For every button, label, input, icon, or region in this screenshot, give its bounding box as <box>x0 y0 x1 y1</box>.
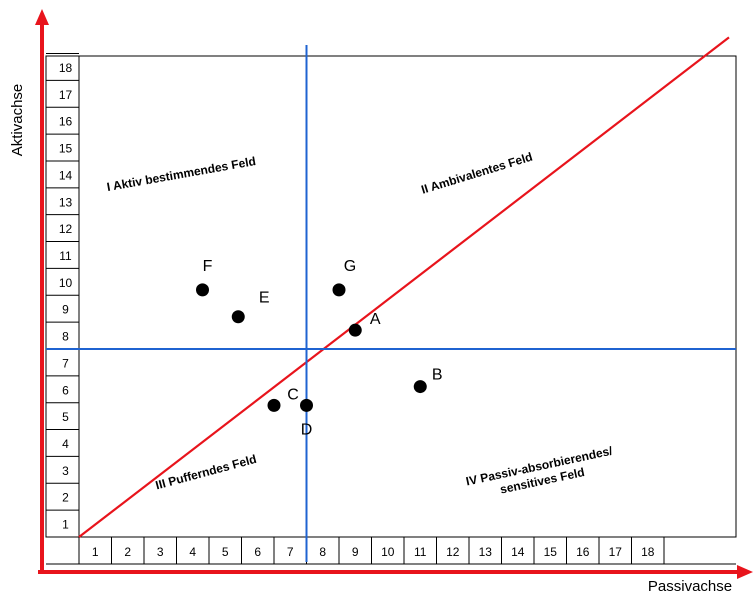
data-point-b <box>413 380 427 394</box>
data-point-a <box>348 323 362 337</box>
y-tick-label: 11 <box>59 249 72 263</box>
quadrant-labels: I Aktiv bestimmendes Feld II Ambivalentes… <box>106 150 618 504</box>
quadrant-label-i: I Aktiv bestimmendes Feld <box>106 154 257 194</box>
data-point-g <box>332 283 346 297</box>
data-point-d <box>300 398 313 412</box>
x-tick-label: 11 <box>414 545 427 559</box>
x-tick-label: 5 <box>222 545 229 559</box>
y-tick-label: 14 <box>59 168 73 182</box>
y-tick-label: 13 <box>59 195 73 209</box>
axes <box>35 9 753 579</box>
y-tick-label: 2 <box>62 491 69 505</box>
point-label-c: C <box>287 386 299 403</box>
x-tick-label: 18 <box>641 545 655 559</box>
x-axis-title: Passivachse <box>648 578 732 594</box>
x-tick-label: 4 <box>189 545 196 559</box>
y-axis-title: Aktivachse <box>9 84 26 157</box>
point-label-a: A <box>370 311 381 328</box>
y-tick-label: 16 <box>59 115 73 129</box>
quadrant-label-ii: II Ambivalentes Feld <box>420 150 535 197</box>
x-axis-arrow <box>737 565 753 579</box>
y-axis-arrow <box>35 9 49 25</box>
y-tick-label: 12 <box>59 222 73 236</box>
quadrant-label-iv: IV Passiv-absorbierendes/sensitives Feld <box>465 444 618 504</box>
data-point-e <box>231 310 245 324</box>
y-tick-label: 4 <box>62 437 69 451</box>
y-tick-label: 9 <box>62 303 69 317</box>
x-tick-label: 15 <box>544 545 558 559</box>
y-tick-label: 5 <box>62 410 69 424</box>
point-label-b: B <box>432 367 443 384</box>
y-tick-label: 6 <box>62 383 69 397</box>
point-label-f: F <box>203 258 213 275</box>
x-tick-label: 17 <box>609 545 623 559</box>
data-point-c <box>267 398 281 412</box>
x-tick-label: 9 <box>352 545 359 559</box>
x-tick-label: 7 <box>287 545 294 559</box>
point-label-g: G <box>344 258 356 275</box>
chart-frame <box>45 53 737 565</box>
point-label-d: D <box>301 421 313 438</box>
x-tick-label: 6 <box>254 545 261 559</box>
x-tick-label: 1 <box>92 545 99 559</box>
y-tick-label: 8 <box>62 330 69 344</box>
x-tick-label: 8 <box>319 545 326 559</box>
data-points: A B C D E F G <box>196 258 443 438</box>
point-label-e: E <box>259 290 270 307</box>
y-tick-label: 18 <box>59 61 73 75</box>
y-tick-label: 10 <box>59 276 73 290</box>
y-tick-label: 1 <box>62 518 69 532</box>
quadrant-label-iii: III Pufferndes Feld <box>154 452 258 492</box>
x-tick-label: 14 <box>511 545 525 559</box>
x-tick-label: 12 <box>446 545 460 559</box>
y-tick-label: 15 <box>59 142 73 156</box>
data-point-f <box>196 283 209 297</box>
y-tick-label: 3 <box>62 464 69 478</box>
x-tick-label: 2 <box>124 545 131 559</box>
diagonal-line <box>78 36 730 538</box>
reference-lines <box>46 36 736 562</box>
x-tick-label: 16 <box>576 545 590 559</box>
x-tick-label: 13 <box>479 545 493 559</box>
x-tick-label: 10 <box>381 545 395 559</box>
y-tick-label: 7 <box>62 356 69 370</box>
x-tick-label: 3 <box>157 545 164 559</box>
y-tick-label: 17 <box>59 88 73 102</box>
